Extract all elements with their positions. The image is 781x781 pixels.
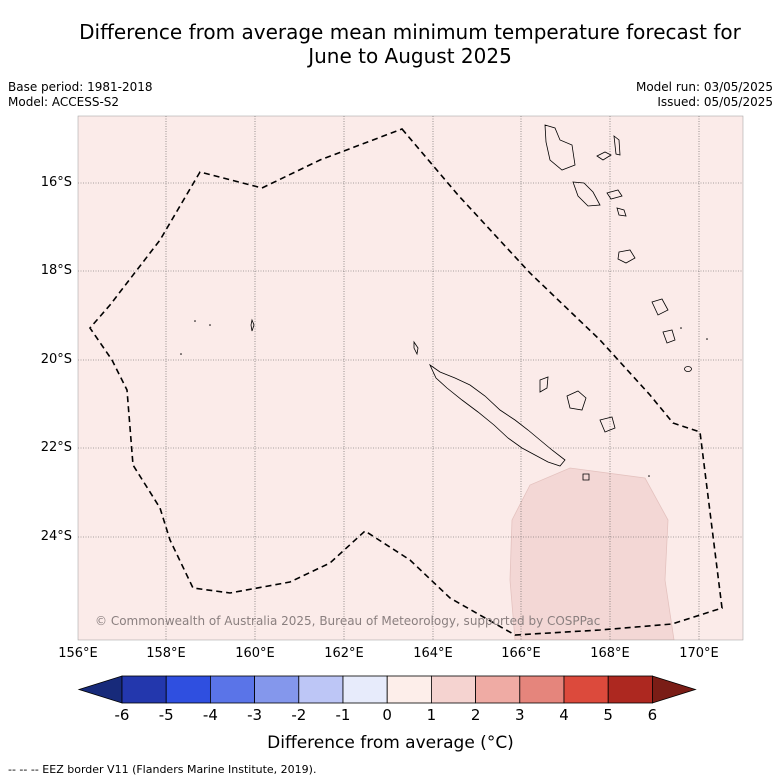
lifou-island [566,390,587,411]
colorbar-tick-label: -5 [158,706,174,724]
espiritu-santo-island [544,124,576,171]
copyright-text: © Commonwealth of Australia 2025, Bureau… [95,614,601,628]
graticule [78,116,743,640]
reef-dot [648,475,650,477]
maewo-island [613,135,621,156]
meta-right: Model run: 03/05/2025 Issued: 05/05/2025 [636,80,773,110]
anomaly-region-1-to-2 [509,467,675,640]
mare-island [599,416,616,433]
lon-label: 164°E [413,646,453,661]
lon-label: 160°E [235,646,275,661]
colorbar-tick-label: -2 [291,706,307,724]
lat-label: 20°S [40,352,72,367]
lon-label: 168°E [590,646,630,661]
colorbar-tick-label: -4 [202,706,218,724]
ouvea-island [539,376,549,393]
aneityum-island [684,366,692,372]
meta-left: Base period: 1981-2018 Model: ACCESS-S2 [8,80,153,110]
title-line-1: Difference from average mean minimum tem… [79,20,741,44]
map-frame [77,115,744,641]
colorbar-title-unit: °C) [486,733,514,753]
ambae-island [596,151,612,161]
colorbar-tick-label: -3 [247,706,263,724]
tanna-island [662,329,676,344]
lon-label: 170°E [679,646,719,661]
reef-dot [209,324,211,326]
issued-date: Issued: 05/05/2025 [657,95,773,109]
colorbar-tick-label: -6 [114,706,130,724]
colorbar-tick-label: 5 [603,706,613,724]
reef-dot [680,327,682,329]
malekula-island [572,181,601,207]
chesterfield-reef [250,318,255,332]
colorbar-tick-label: -1 [335,706,351,724]
lon-label: 162°E [324,646,364,661]
eez-border [88,128,723,636]
lat-label: 22°S [40,440,72,455]
lon-label: 166°E [501,646,541,661]
reef-dot [706,338,708,340]
belep-islets [413,340,419,356]
colorbar-tick-label: 4 [559,706,569,724]
efate-island [617,249,636,264]
lat-label: 18°S [40,263,72,278]
isle-of-pines [582,473,590,481]
reef-dot [194,320,196,322]
lat-label: 16°S [40,175,72,190]
model-name: Model: ACCESS-S2 [8,95,120,109]
ambrym-island [606,189,623,200]
chart-title: Difference from average mean minimum tem… [40,20,780,68]
colorbar-tick-label: 3 [515,706,525,724]
epi-island [616,207,627,217]
lon-label: 158°E [146,646,186,661]
colorbar-title-text: Difference from average ( [267,733,487,753]
new-caledonia-island [429,363,566,467]
erromango-island [651,298,669,316]
title-line-2: June to August 2025 [308,44,512,68]
colorbar-title: Difference from average (°C) [0,733,781,753]
lon-label: 156°E [58,646,98,661]
base-period: Base period: 1981-2018 [8,80,153,94]
colorbar-tick-label: 6 [647,706,658,724]
colorbar-tick-label: 1 [426,706,437,724]
colorbar-tick-label: 0 [382,706,392,724]
eez-legend-note: -- -- -- EEZ border V11 (Flanders Marine… [8,763,317,776]
reef-dot [180,353,182,355]
colorbar-tick-label: 2 [470,706,481,724]
lat-label: 24°S [40,529,72,544]
model-run: Model run: 03/05/2025 [635,80,773,94]
